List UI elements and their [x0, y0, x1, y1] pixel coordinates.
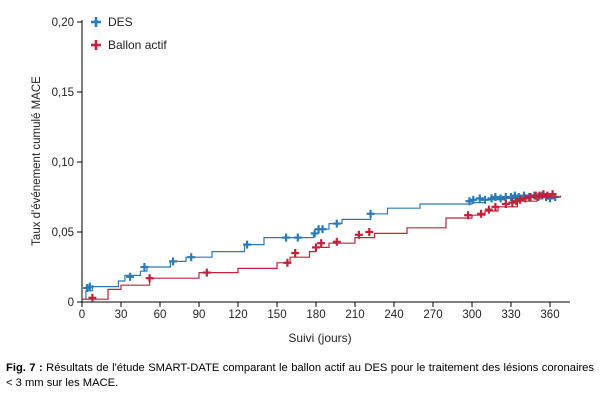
des-censor-mark — [282, 233, 291, 242]
x-tick-label: 150 — [267, 309, 286, 321]
des-censor-mark — [487, 194, 496, 203]
ballon-actif-curve — [82, 195, 561, 300]
y-tick-label: 0,05 — [52, 227, 74, 239]
y-ticks: 0 0,05 0,10 0,15 0,20 — [52, 17, 82, 309]
x-tick-label: 210 — [345, 309, 364, 321]
ballon-actif-censor-mark — [145, 274, 154, 283]
des-censor-mark — [366, 209, 375, 218]
y-tick-label: 0,20 — [52, 17, 74, 29]
ballon-actif-censor-mark — [283, 258, 292, 267]
ballon-actif-censor-mark — [354, 230, 363, 239]
ballon-actif-censor-mark — [365, 228, 374, 236]
ballon-actif-censor-mark — [535, 191, 544, 200]
ballon-actif-censor-mark — [317, 239, 326, 248]
x-axis-label: Suivi (jours) — [288, 331, 351, 345]
des-censor-mark — [510, 191, 519, 200]
ballon-actif-censor-mark — [312, 243, 320, 252]
des-censor-mark — [481, 195, 489, 204]
x-tick-label: 270 — [423, 309, 442, 321]
des-censor-mark — [475, 194, 484, 203]
des-censor-mark — [318, 225, 327, 234]
ballon-actif-censor-mark — [332, 237, 341, 246]
ballon-actif-censor-mark — [521, 194, 530, 203]
ballon-actif-censor-mark — [88, 293, 97, 302]
legend-marker-des — [91, 17, 101, 27]
y-tick-label: 0 — [68, 297, 74, 309]
ballon-actif-censor-mark — [484, 205, 493, 214]
caption-label: Fig. 7 : — [6, 362, 43, 374]
x-tick-label: 180 — [306, 309, 325, 321]
des-censor-mark — [310, 229, 319, 238]
legend-marker-ballon-actif — [91, 40, 101, 50]
x-tick-label: 90 — [193, 309, 206, 321]
ballon-actif-censor-mark — [526, 193, 535, 201]
y-tick-label: 0,15 — [52, 87, 74, 99]
legend-label-ballon-actif: Ballon actif — [108, 38, 167, 52]
des-censor-mark — [85, 282, 94, 291]
ballon-actif-censor-mark — [512, 197, 521, 206]
legend: DES Ballon actif — [91, 15, 167, 52]
des-censor-mark — [126, 272, 135, 281]
ballon-actif-censor-mark — [464, 211, 473, 220]
des-censor-mark — [491, 193, 500, 201]
legend-label-des: DES — [108, 15, 133, 29]
x-tick-label: 30 — [115, 309, 128, 321]
ballon-actif-censor-mark — [202, 268, 211, 277]
des-censor-mark — [140, 263, 149, 271]
x-tick-label: 360 — [540, 309, 559, 321]
des-censor-mark — [187, 253, 196, 262]
x-ticks: 0 30 60 90 120 150 180 210 240 270 300 330 360 — [79, 302, 560, 321]
des-censor-mark — [243, 240, 252, 249]
des-censor-mark — [332, 219, 341, 228]
x-tick-label: 240 — [384, 309, 403, 321]
chart-frame: 0 0,05 0,10 0,15 0,20 0 30 60 90 120 150 180 210 240… — [31, 15, 570, 345]
des-censor-mark — [469, 195, 478, 204]
des-censor-mark — [293, 233, 302, 242]
ballon-actif-censor-mark — [491, 202, 500, 211]
caption-text: Résultats de l'étude SMART-DATE comparan… — [6, 362, 594, 389]
x-tick-label: 120 — [228, 309, 247, 321]
ballon-actif-censor-mark — [539, 190, 548, 199]
des-censor-mark — [465, 197, 474, 206]
ballon-actif-censor-mark — [477, 209, 486, 218]
y-tick-label: 0,10 — [52, 157, 74, 169]
des-censor-mark — [169, 257, 177, 266]
ballon-actif-censor-mark — [501, 200, 510, 208]
ballon-actif-censor-mark — [516, 195, 525, 204]
x-tick-label: 300 — [462, 309, 481, 321]
des-censor-mark — [507, 193, 515, 201]
ballon-actif-censor-mark — [548, 190, 557, 199]
ballon-actif-censor-mark — [543, 191, 552, 200]
ballon-actif-censor-mark — [291, 249, 300, 257]
des-censor-mark — [496, 194, 505, 203]
survival-curves — [82, 190, 561, 302]
x-tick-label: 60 — [154, 309, 167, 321]
x-tick-label: 0 — [79, 309, 85, 321]
x-tick-label: 330 — [501, 309, 520, 321]
km-chart: 0 0,05 0,10 0,15 0,20 0 30 60 90 120 150 180 210 240… — [31, 15, 570, 345]
figure-caption: Fig. 7 : Résultats de l'étude SMART-DATE… — [6, 361, 594, 391]
ballon-actif-censor-mark — [508, 198, 517, 207]
y-axis-label: Taux d'événement cumulé MACE — [31, 76, 43, 246]
